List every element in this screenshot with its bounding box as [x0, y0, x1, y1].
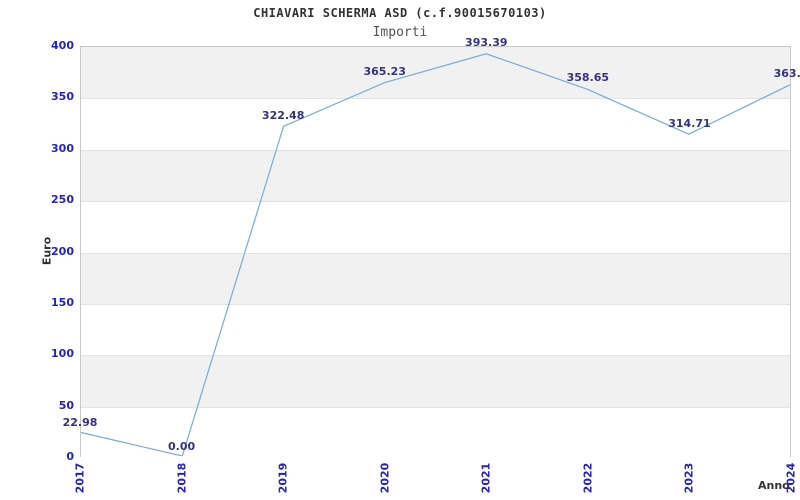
line-series-svg: [81, 53, 790, 456]
y-tick-label: 150: [51, 295, 74, 309]
data-point-label: 0.00: [167, 440, 196, 453]
data-point-label: 314.71: [668, 116, 711, 130]
grid-line: [81, 149, 790, 151]
x-tick-label: 2023: [682, 462, 696, 494]
x-tick-label: 2018: [175, 462, 189, 494]
data-point-label: 365.23: [363, 64, 406, 78]
plot-area: [80, 46, 791, 458]
data-point-label: 393.39: [465, 35, 508, 49]
data-point-label: 322.48: [261, 108, 305, 122]
y-tick-label: 50: [58, 398, 74, 412]
y-tick-label: 400: [51, 39, 74, 52]
grid-line: [81, 252, 790, 254]
x-tick-label: 2021: [479, 462, 493, 494]
plot-band: [81, 201, 790, 253]
grid-line: [81, 355, 790, 357]
y-tick-label: 200: [51, 244, 74, 258]
y-tick-label: 350: [51, 90, 74, 104]
chart-subtitle: Importi: [372, 25, 428, 40]
x-tick-label: 2019: [276, 462, 290, 494]
data-point-label: 358.65: [566, 71, 610, 85]
x-tick-label: 2020: [378, 462, 392, 494]
plot-band: [81, 303, 790, 356]
plot-band: [81, 355, 790, 407]
y-tick-label: 250: [51, 193, 74, 207]
x-tick-label: 2024: [784, 462, 798, 494]
grid-line: [81, 98, 790, 100]
importi-line-series: [81, 53, 790, 456]
data-point-label: 22.98: [62, 416, 98, 430]
x-tick-label: 2022: [581, 462, 595, 494]
plot-band: [81, 98, 790, 150]
x-tick-label: 2017: [73, 462, 87, 494]
plot-band: [81, 406, 790, 458]
y-tick-label: 0: [66, 450, 74, 463]
y-tick-label: 100: [51, 347, 74, 361]
y-tick-label: 300: [51, 141, 74, 155]
grid-line: [81, 303, 790, 305]
plot-band: [81, 252, 790, 304]
plot-band: [81, 149, 790, 202]
data-point-label: 363.0: [773, 67, 800, 81]
grid-line: [81, 201, 790, 203]
x-axis-title: Anno: [758, 479, 790, 492]
plot-band: [81, 47, 790, 99]
grid-line: [81, 406, 790, 408]
chart-title: CHIAVARI SCHERMA ASD (c.f.90015670103): [253, 6, 547, 20]
